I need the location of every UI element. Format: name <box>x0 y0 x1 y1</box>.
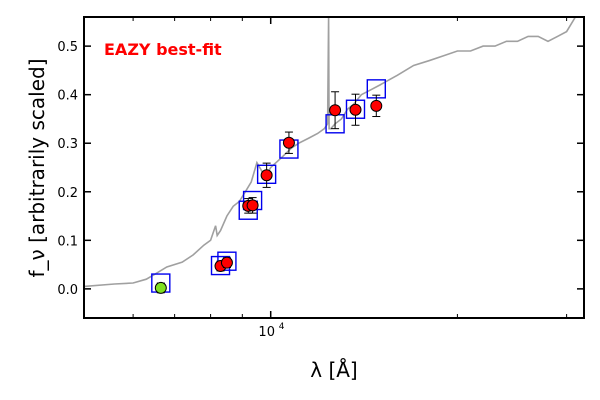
tick-labels: 0.0 0.1 0.2 0.3 0.4 0.5 10 4 <box>57 40 284 340</box>
annotation-label: EAZY best-fit <box>104 40 222 59</box>
y-tick-label: 0.5 <box>57 40 78 55</box>
nondetection-flux-point <box>154 281 167 294</box>
y-tick-label: 0.0 <box>57 283 78 298</box>
y-tick-label: 0.3 <box>57 137 78 152</box>
y-axis-title: f_ν [arbitrarily scaled] <box>25 59 49 278</box>
observed-flux-point <box>282 136 295 149</box>
y-tick-label: 0.1 <box>57 234 78 249</box>
x-axis-title: λ [Å] <box>310 358 357 382</box>
y-tick-label: 0.2 <box>57 186 78 201</box>
observed-flux-point <box>370 99 383 112</box>
y-tick-label: 0.4 <box>57 89 78 104</box>
observed-flux-point <box>260 169 273 182</box>
observed-flux-point <box>329 104 342 117</box>
x-tick-label-exponent: 4 <box>279 322 285 332</box>
observed-flux-point <box>246 199 259 212</box>
plot-frame <box>83 16 585 319</box>
axis-ticks <box>84 17 584 318</box>
observed-flux-point <box>349 103 362 116</box>
observed-flux-point <box>220 256 233 269</box>
x-tick-label: 10 <box>258 325 275 340</box>
plot-area <box>84 17 584 294</box>
